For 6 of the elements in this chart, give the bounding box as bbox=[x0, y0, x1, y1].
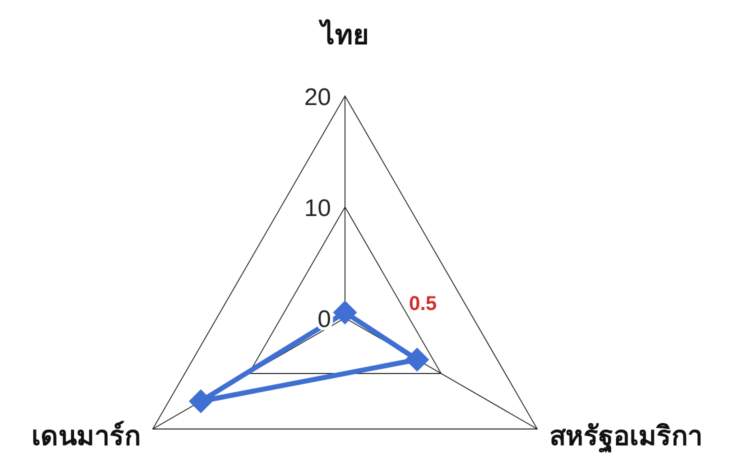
y-tick-label: 10 bbox=[304, 195, 331, 222]
spoke-label: สหรัฐอเมริกา bbox=[549, 421, 702, 454]
spoke-label: ไทย bbox=[318, 19, 369, 50]
y-tick-label: 20 bbox=[304, 84, 331, 111]
text: 0.5 bbox=[409, 293, 437, 315]
spoke-label: เดนมาร์ก bbox=[32, 420, 141, 451]
